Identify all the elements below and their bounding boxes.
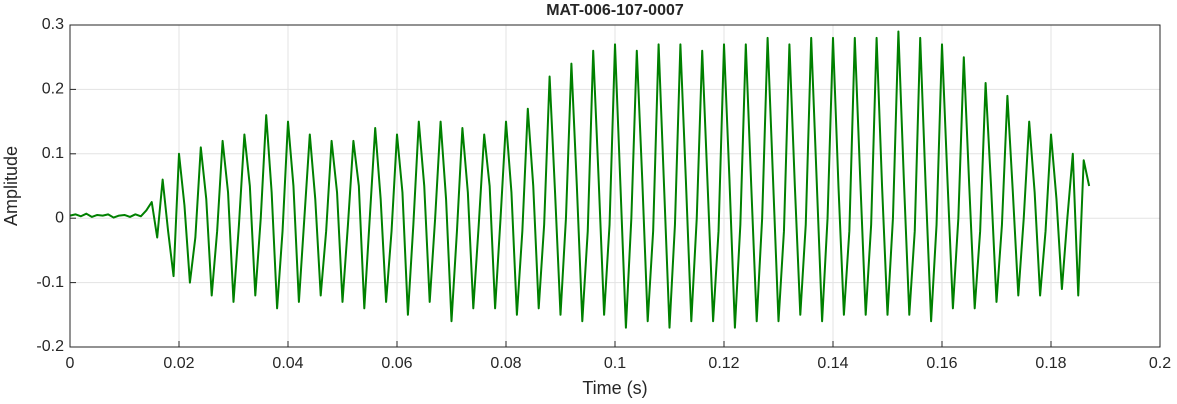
x-tick-label: 0.06: [381, 355, 412, 372]
x-tick-label: 0.18: [1035, 355, 1066, 372]
y-tick-label: 0: [55, 209, 64, 226]
x-tick-label: 0.04: [272, 355, 303, 372]
x-axis-label: Time (s): [582, 378, 647, 398]
y-tick-label: -0.2: [36, 338, 64, 355]
y-tick-label: 0.1: [42, 145, 64, 162]
x-tick-label: 0: [66, 355, 75, 372]
x-tick-label: 0.2: [1149, 355, 1171, 372]
y-tick-label: 0.3: [42, 16, 64, 33]
y-axis-label: Amplitude: [1, 146, 21, 226]
x-tick-label: 0.08: [490, 355, 521, 372]
plot-frame: [69, 24, 1161, 348]
y-tick-label: -0.1: [36, 274, 64, 291]
signal-line: [69, 30, 1091, 329]
x-tick-label: 0.14: [817, 355, 848, 372]
x-tick-label: 0.12: [708, 355, 739, 372]
y-tick-label: 0.2: [42, 81, 64, 98]
chart-title: MAT-006-107-0007: [546, 2, 684, 19]
x-tick-label: 0.16: [926, 355, 957, 372]
x-tick-label: 0.02: [163, 355, 194, 372]
x-tick-label: 0.1: [604, 355, 626, 372]
